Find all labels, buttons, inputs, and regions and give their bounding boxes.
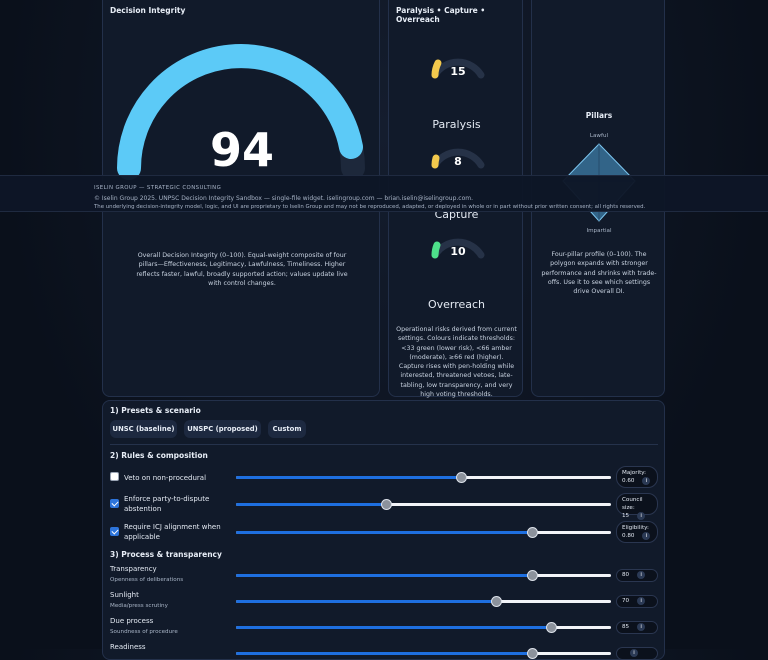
rule-label: Require ICJ alignment when applicable xyxy=(124,523,221,541)
slider-thumb[interactable] xyxy=(455,472,467,483)
gauge-fill xyxy=(431,154,440,169)
process-label: Due process xyxy=(110,617,154,625)
setting-name: Majority: xyxy=(622,470,647,476)
process-sub: Openness of deliberations xyxy=(110,577,184,583)
process-label: Sunlight xyxy=(110,591,139,599)
slider-thumb[interactable] xyxy=(545,622,557,633)
section-title: 2) Rules & composition xyxy=(110,451,208,460)
info-icon[interactable]: i xyxy=(637,623,646,631)
axis-label: Lawful xyxy=(589,133,609,139)
section-title: 3) Process & transparency xyxy=(110,550,222,559)
slider[interactable] xyxy=(236,596,611,607)
slider-fill xyxy=(236,652,533,655)
slider-fill xyxy=(236,600,497,603)
divider xyxy=(110,444,658,445)
setting-pill: Majority: 0.60 i xyxy=(616,466,658,488)
gauge-fill xyxy=(431,59,442,79)
slider[interactable] xyxy=(236,527,611,538)
slider-thumb[interactable] xyxy=(526,648,538,659)
process-sub: Media/press scrutiny xyxy=(110,603,168,609)
preset-button[interactable]: Custom xyxy=(268,420,306,438)
risk-gauge xyxy=(425,125,491,170)
rule-label: Veto on non-procedural xyxy=(124,474,207,482)
copyright: © Iselin Group 2025. UNPSC Decision Inte… xyxy=(94,194,474,202)
process-label: Transparency xyxy=(110,565,157,573)
preset-button[interactable]: UNSPC (proposed) xyxy=(184,420,261,438)
slider-thumb[interactable] xyxy=(526,527,538,538)
slider-thumb[interactable] xyxy=(491,596,503,607)
info-icon[interactable]: i xyxy=(637,597,646,605)
slider-fill xyxy=(236,626,551,629)
value: 15 xyxy=(622,513,630,519)
axis-label: Impartial xyxy=(586,228,612,234)
description: Four-pillar profile (0–100). The polygon… xyxy=(541,251,657,296)
value-pill: 85 i xyxy=(616,621,658,634)
setting-pill: Eligibility: 0.80 i xyxy=(616,521,658,543)
description: Operational risks derived from current s… xyxy=(396,326,517,399)
setting-name: Council size: xyxy=(622,497,643,511)
notice: The underlying decision-integrity model,… xyxy=(94,204,646,210)
gauge-fill xyxy=(117,44,363,180)
preset-button[interactable]: UNSC (baseline) xyxy=(110,420,177,438)
process-label: Readiness xyxy=(110,643,146,651)
setting-value: 0.60 i xyxy=(622,477,652,485)
gauge-value: 15 xyxy=(450,65,466,78)
gauge-label: Paralysis xyxy=(432,118,481,131)
slider-fill xyxy=(236,503,386,506)
description: Overall Decision Integrity (0–100). Equa… xyxy=(136,252,348,287)
info-icon[interactable]: i xyxy=(642,477,651,485)
brand: ISELIN GROUP — STRATEGIC CONSULTING xyxy=(94,185,222,191)
card-title: Pillars xyxy=(585,111,613,120)
checkbox[interactable] xyxy=(110,499,119,508)
gauge-value: 10 xyxy=(450,245,466,258)
slider-thumb[interactable] xyxy=(526,570,538,581)
value: 80 xyxy=(622,572,630,578)
footer-banner: ISELIN GROUP — STRATEGIC CONSULTING © Is… xyxy=(0,175,768,212)
gauge-arc xyxy=(431,238,485,259)
checkbox[interactable] xyxy=(110,472,119,481)
gauge-value: 8 xyxy=(454,155,462,168)
value: 70 xyxy=(622,598,630,604)
setting-name: Eligibility: xyxy=(622,525,649,531)
slider-thumb[interactable] xyxy=(380,499,392,510)
checkbox[interactable] xyxy=(110,527,119,536)
value: 0.60 xyxy=(622,478,635,484)
slider[interactable] xyxy=(236,472,611,483)
card-title: Paralysis • Capture • Overreach xyxy=(396,6,486,24)
slider-fill xyxy=(236,574,533,577)
info-icon[interactable]: i xyxy=(637,571,646,579)
gauge-fill xyxy=(431,241,441,259)
gauge-arc xyxy=(431,148,485,169)
integrity-gauge xyxy=(117,44,365,180)
process-sub: Soundness of procedure xyxy=(110,629,178,635)
score: 94 xyxy=(209,123,274,177)
setting-value: 15 i xyxy=(622,512,652,520)
value-pill: 80 i xyxy=(616,569,658,582)
slider-fill xyxy=(236,476,461,479)
slider[interactable] xyxy=(236,570,611,581)
gauge-arc xyxy=(431,58,485,79)
info-icon[interactable]: i xyxy=(642,532,651,540)
risk-gauge xyxy=(425,35,491,80)
slider[interactable] xyxy=(236,648,611,659)
slider[interactable] xyxy=(236,499,611,510)
gauge-label: Overreach xyxy=(427,298,486,311)
section-title: 1) Presets & scenario xyxy=(110,406,201,415)
setting-value: 0.80 i xyxy=(622,532,652,540)
card-title: Decision Integrity xyxy=(110,6,186,15)
risk-gauge xyxy=(425,215,491,260)
value-pill: 70 i xyxy=(616,595,658,608)
value: 85 xyxy=(622,624,630,630)
setting-pill: Council size: 15 i xyxy=(616,493,658,520)
rule-label: Enforce party-to-dispute abstention xyxy=(124,495,210,513)
info-icon[interactable]: i xyxy=(637,512,646,520)
slider-fill xyxy=(236,531,533,534)
slider[interactable] xyxy=(236,622,611,633)
controls-panel xyxy=(102,400,665,660)
value: 0.80 xyxy=(622,533,635,539)
info-icon[interactable]: i xyxy=(630,649,638,657)
